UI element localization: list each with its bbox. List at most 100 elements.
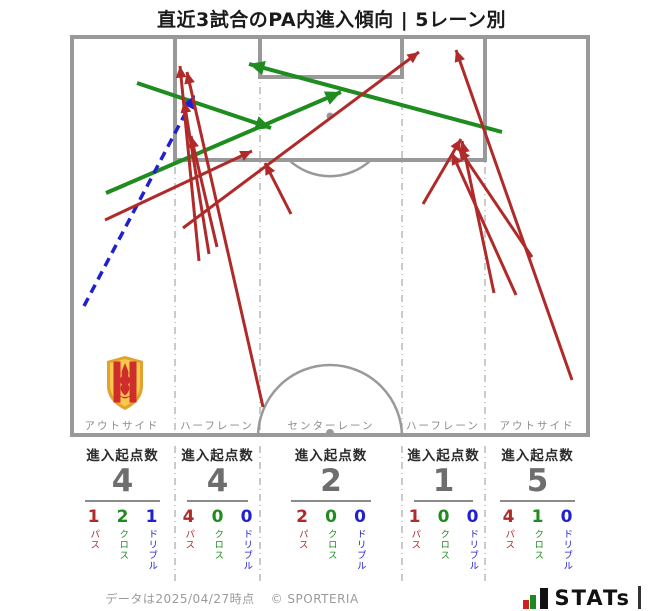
entry-arrow-pass xyxy=(180,100,211,255)
underline xyxy=(186,499,249,502)
pass-count: 2 xyxy=(296,506,308,527)
entry-arrow-cross xyxy=(248,61,503,134)
footer: データは2025/04/27時点 © SPORTERIA xyxy=(0,590,464,607)
dribble-label: ドリブル xyxy=(561,528,573,571)
dribble-stat: 1 ドリブル xyxy=(143,506,161,571)
pass-label: パス xyxy=(409,528,421,550)
pass-label: パス xyxy=(183,528,195,550)
cross-label: クロス xyxy=(532,528,544,561)
entry-arrow-pass xyxy=(459,140,496,294)
logo-end-bar xyxy=(638,586,641,609)
entries-count: 2 xyxy=(320,463,342,499)
entries-header: 進入起点数 xyxy=(86,448,159,464)
dribble-stat: 0 ドリブル xyxy=(351,506,369,571)
penalty-arc xyxy=(288,159,372,178)
entries-count: 4 xyxy=(111,463,134,499)
entry-arrow-pass xyxy=(182,50,420,230)
entries-header: 進入起点数 xyxy=(294,448,368,464)
pass-stat: 2 パス xyxy=(293,506,311,571)
stats-column-dividers xyxy=(174,446,486,582)
logo-text: STATs xyxy=(554,586,631,610)
cross-stat: 0 クロス xyxy=(209,506,227,571)
stats-logo: STATs xyxy=(522,585,641,610)
pass-stat: 4 パス xyxy=(500,506,518,571)
entries-count: 5 xyxy=(526,463,549,499)
cross-label: クロス xyxy=(438,528,450,561)
entry-arrow-pass xyxy=(175,65,201,262)
entry-arrow-dribble xyxy=(82,94,197,307)
pass-stat: 1 パス xyxy=(85,508,103,571)
entry-arrow-pass xyxy=(450,152,518,296)
page-title: 直近3試合のPA内進入傾向 | 5レーン別 xyxy=(156,9,507,31)
entry-arrow-pass xyxy=(104,149,253,222)
pass-stat: 4 パス xyxy=(180,506,198,571)
cross-count: 1 xyxy=(531,506,544,527)
entry-arrow-pass xyxy=(188,135,219,248)
lane-stats-column-5: 進入起点数 5 4 パス 1 クロス 0 ドリブル xyxy=(485,444,590,571)
cross-count: 0 xyxy=(437,506,450,527)
cross-stat: 0 クロス xyxy=(322,508,340,571)
lane-label-half-left: ハーフレーン xyxy=(180,420,254,432)
entry-arrow-pass xyxy=(457,148,534,258)
entry-arrow-pass xyxy=(454,49,574,381)
pass-label: パス xyxy=(503,528,515,550)
underline xyxy=(499,499,576,502)
emblem-flame-base xyxy=(119,395,131,399)
dribble-count: 0 xyxy=(240,506,253,527)
bar-chart-icon xyxy=(522,588,548,609)
goal-area xyxy=(258,35,404,79)
cross-count: 2 xyxy=(116,506,129,527)
underline xyxy=(84,499,161,502)
entry-arrow-cross xyxy=(136,81,272,130)
pass-label: パス xyxy=(88,528,100,550)
dribble-label: ドリブル xyxy=(467,528,479,571)
copyright: © SPORTERIA xyxy=(270,592,359,606)
kickoff-spot xyxy=(326,429,334,437)
entry-arrow-cross xyxy=(105,90,342,195)
dribble-label: ドリブル xyxy=(241,528,253,571)
entries-header: 進入起点数 xyxy=(501,448,574,464)
pass-label: パス xyxy=(296,528,308,550)
lane-stats-column-4: 進入起点数 1 1 パス 0 クロス 0 ドリブル xyxy=(402,444,485,571)
pass-count: 4 xyxy=(502,506,515,527)
cross-stat: 1 クロス xyxy=(529,506,547,571)
pass-count: 4 xyxy=(182,506,195,527)
entry-arrow-pass xyxy=(421,138,463,205)
cross-count: 0 xyxy=(211,506,224,527)
dribble-count: 0 xyxy=(354,506,366,527)
entry-arrow-pass xyxy=(263,162,293,215)
dribble-count: 0 xyxy=(466,506,479,527)
lane-label-half-right: ハーフレーン xyxy=(406,420,480,432)
underline xyxy=(291,499,371,502)
dribble-stat: 0 ドリブル xyxy=(464,506,482,571)
entries-header: 進入起点数 xyxy=(407,448,480,464)
lane-labels: アウトサイド ハーフレーン センターレーン ハーフレーン アウトサイド xyxy=(85,420,575,432)
lane-stats-column-1: 進入起点数 4 1 パス 2 クロス 1 ドリブル xyxy=(70,444,175,571)
lane-label-outside-right: アウトサイド xyxy=(500,420,575,432)
emblem-right-band xyxy=(129,361,137,403)
dribble-stat: 0 ドリブル xyxy=(238,506,256,571)
lane-label-center: センターレーン xyxy=(288,420,375,432)
entry-arrow-pass xyxy=(184,71,265,408)
data-date-note: データは2025/04/27時点 xyxy=(105,592,255,606)
lane-stats-column-3: 進入起点数 2 2 パス 0 クロス 0 ドリブル xyxy=(260,444,402,571)
cross-label: クロス xyxy=(325,528,337,561)
cross-stat: 0 クロス xyxy=(435,506,453,571)
dribble-count: 0 xyxy=(560,506,573,527)
team-emblem xyxy=(107,356,143,410)
lane-label-outside-left: アウトサイド xyxy=(85,420,160,432)
underline xyxy=(413,499,474,502)
cross-label: クロス xyxy=(212,528,224,561)
dribble-label: ドリブル xyxy=(146,528,158,571)
pass-stat: 1 パス xyxy=(406,508,424,571)
dribble-count: 1 xyxy=(145,506,158,527)
dribble-stat: 0 ドリブル xyxy=(558,506,576,571)
dribble-label: ドリブル xyxy=(354,528,366,571)
cross-label: クロス xyxy=(117,528,129,561)
center-circle-arc xyxy=(256,363,404,438)
entry-arrows xyxy=(82,49,574,408)
entries-header: 進入起点数 xyxy=(181,448,254,464)
entries-count: 4 xyxy=(206,463,229,499)
